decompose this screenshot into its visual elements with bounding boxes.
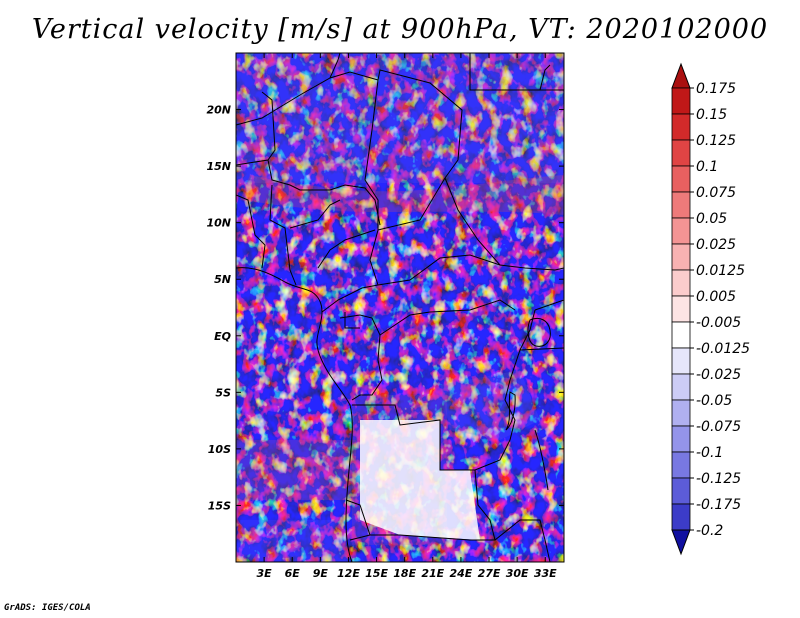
colorbar-swatch — [671, 477, 691, 505]
colorbar: 0.175 0.15 0.125 0.1 0.075 0.05 0.025 0.0125 0.0… — [671, 62, 750, 556]
colorbar-label: -0.075 — [696, 419, 741, 435]
colorbar-swatch — [671, 321, 691, 349]
colorbar-swatch — [671, 425, 691, 453]
lon-tick-label: 33E — [534, 567, 557, 580]
colorbar-top-arrow — [671, 62, 691, 89]
colorbar-label: 0.1 — [696, 159, 718, 175]
lon-tick-label: 18E — [393, 567, 416, 580]
longitude-axis: 3E 6E 9E 12E 15E 18E 21E 24E 27E 30E 33E — [257, 53, 557, 580]
colorbar-label: 0.025 — [696, 237, 736, 253]
colorbar-swatch — [671, 139, 691, 167]
plot-frame — [235, 52, 565, 563]
colorbar-label: -0.1 — [696, 445, 723, 461]
lon-tick-label: 12E — [337, 567, 360, 580]
colorbar-swatch — [671, 399, 691, 427]
colorbar-label: 0.15 — [696, 107, 727, 123]
lon-tick-label: 24E — [450, 567, 473, 580]
colorbar-label: -0.2 — [696, 523, 723, 539]
lat-tick-label: 10S — [208, 443, 231, 456]
lat-tick-label: 15S — [208, 499, 231, 512]
velocity-field — [236, 53, 564, 562]
colorbar-swatch — [671, 87, 691, 115]
colorbar-label: -0.175 — [696, 497, 741, 513]
lon-tick-label: 21E — [421, 567, 444, 580]
colorbar-swatch — [671, 269, 691, 297]
colorbar-label: -0.0125 — [696, 341, 750, 357]
colorbar-swatch — [671, 451, 691, 479]
colorbar-swatch — [671, 191, 691, 219]
colorbar-swatch — [671, 347, 691, 375]
colorbar-label: -0.05 — [696, 393, 732, 409]
lon-tick-label: 9E — [313, 567, 329, 580]
lat-tick-label: 5N — [214, 273, 231, 286]
colorbar-swatch — [671, 373, 691, 401]
lon-tick-label: 15E — [365, 567, 388, 580]
colorbar-swatch — [671, 243, 691, 271]
colorbar-swatch — [671, 165, 691, 193]
lon-tick-label: 3E — [257, 567, 273, 580]
colorbar-label: 0.005 — [696, 289, 736, 305]
colorbar-label: 0.125 — [696, 133, 736, 149]
colorbar-label: -0.025 — [696, 367, 741, 383]
lat-tick-label: 10N — [206, 217, 231, 230]
colorbar-label: -0.125 — [696, 471, 741, 487]
colorbar-swatch — [671, 295, 691, 323]
lon-tick-label: 6E — [285, 567, 301, 580]
colorbar-label: 0.05 — [696, 211, 727, 227]
grads-credit: GrADS: IGES/COLA — [4, 603, 91, 613]
country-borders — [236, 53, 564, 562]
colorbar-label: 0.0125 — [696, 263, 745, 279]
colorbar-bottom-arrow — [671, 529, 691, 556]
colorbar-swatch — [671, 217, 691, 245]
lat-tick-label: 5S — [215, 386, 231, 399]
colorbar-swatch — [671, 113, 691, 141]
lon-tick-label: 27E — [478, 567, 501, 580]
lat-tick-label: 15N — [206, 160, 231, 173]
colorbar-swatch — [671, 503, 691, 531]
lat-tick-label: 20N — [206, 104, 231, 117]
latitude-axis: 20N 15N 10N 5N EQ 5S 10S 15S — [206, 104, 564, 512]
lat-tick-label: EQ — [214, 330, 231, 343]
colorbar-label: 0.175 — [696, 81, 736, 97]
colorbar-label: -0.005 — [696, 315, 741, 331]
colorbar-label: 0.075 — [696, 185, 736, 201]
map-title: Vertical velocity [m/s] at 900hPa, VT: 2… — [31, 14, 769, 45]
lon-tick-label: 30E — [506, 567, 529, 580]
